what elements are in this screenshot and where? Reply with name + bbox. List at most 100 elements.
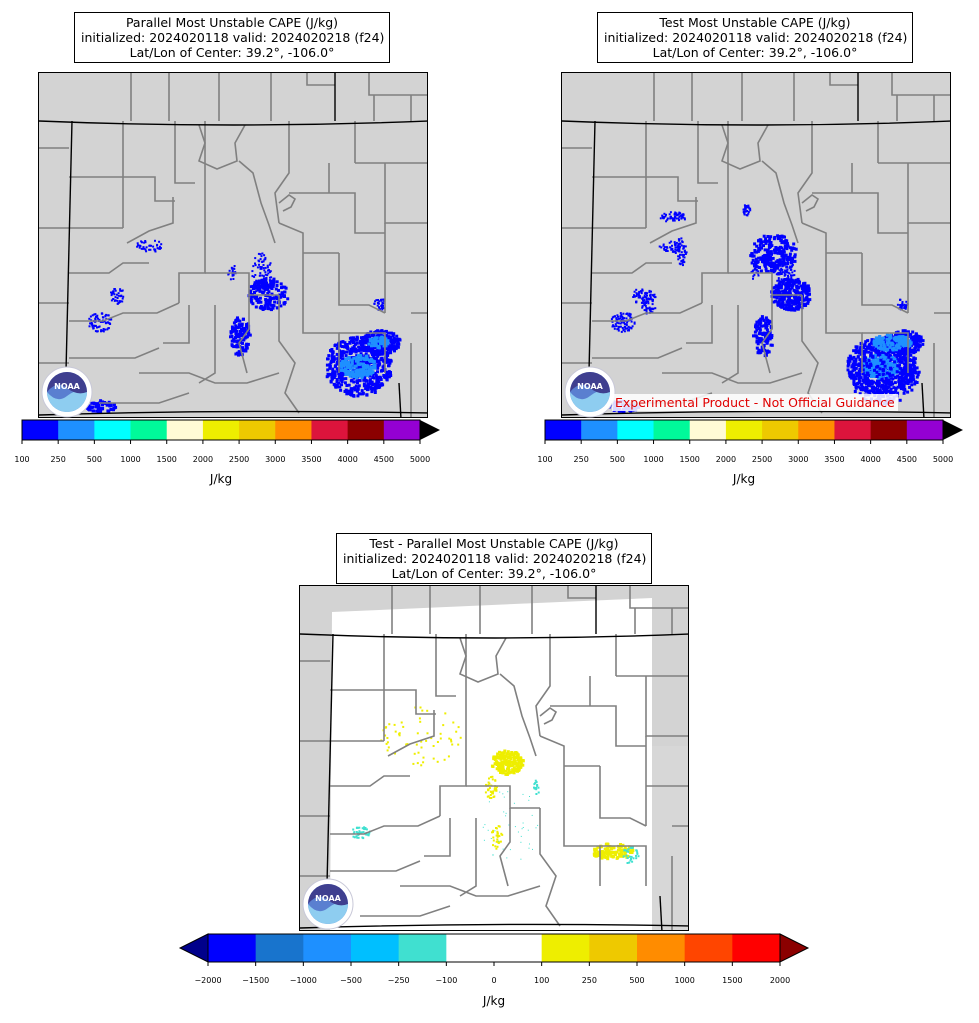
map-diff xyxy=(299,585,689,931)
colorbar-segment xyxy=(689,420,727,440)
colorbar-segment xyxy=(239,420,276,440)
colorbar-tick-label: −100 xyxy=(435,976,458,985)
county-boundaries xyxy=(39,73,427,417)
colorbar-segment xyxy=(617,420,655,440)
colorbar-tick-label: 100 xyxy=(14,455,30,464)
county-boundaries xyxy=(300,586,688,930)
state-boundaries xyxy=(39,73,427,417)
colorbar-tick-label: 500 xyxy=(629,976,645,985)
colorbar-segment xyxy=(581,420,618,440)
colorbar-tick-label: 250 xyxy=(581,976,597,985)
colorbar-segment xyxy=(637,934,686,962)
colorbar-segment xyxy=(58,420,95,440)
colorbar-tick-label: 1500 xyxy=(722,976,743,985)
colorbar-tick-label: 4500 xyxy=(896,455,917,464)
colorbar-segment xyxy=(798,420,835,440)
colorbar-tick-label: 5000 xyxy=(932,455,954,464)
title-line: Lat/Lon of Center: 39.2°, -106.0° xyxy=(129,45,335,60)
colorbar-tick-label: −500 xyxy=(340,976,362,985)
colorbar-tick-label: 2000 xyxy=(192,455,214,464)
colorbar-segment xyxy=(275,420,312,440)
field-layer xyxy=(607,204,925,414)
colorbar-tick-label: 3500 xyxy=(301,455,322,464)
title-line: Test - Parallel Most Unstable CAPE (J/kg… xyxy=(369,536,619,551)
colorbar-segment xyxy=(202,420,240,440)
colorbar-segment xyxy=(94,420,132,440)
colorbar-extend-arrow xyxy=(420,420,440,440)
colorbar-segment xyxy=(870,420,908,440)
colorbar-segment xyxy=(347,420,385,440)
colorbar-tick-label: 1500 xyxy=(156,455,177,464)
colorbar-units-label: J/kg xyxy=(732,472,756,486)
colorbar-tick-label: 250 xyxy=(50,455,66,464)
colorbar-tick-label: 5000 xyxy=(409,455,431,464)
colorbar-units-label: J/kg xyxy=(482,994,506,1008)
colorbar-segment xyxy=(589,934,638,962)
cape-colorbar-test: 100 250 500 1000 1500 2000 2500 3000 3500 4000 450… xyxy=(537,419,965,486)
state-boundaries xyxy=(562,73,950,417)
colorbar-segment xyxy=(130,420,168,440)
colorbar-extend-arrow xyxy=(943,420,963,440)
colorbar-tick-label: 500 xyxy=(609,455,625,464)
colorbar-tick-label: 4500 xyxy=(373,455,394,464)
colorbar-tick-label: 100 xyxy=(537,455,553,464)
title-line: initialized: 2024020118 valid: 202402021… xyxy=(604,30,908,45)
colorbar-segment xyxy=(732,934,781,962)
colorbar-tick-label: 4000 xyxy=(860,455,881,464)
colorbar-segment xyxy=(762,420,799,440)
title-line: initialized: 2024020118 valid: 202402021… xyxy=(343,551,647,566)
svg-text:NOAA: NOAA xyxy=(577,382,603,391)
colorbar-segment xyxy=(494,934,543,962)
colorbar-tick-label: 3000 xyxy=(788,455,809,464)
colorbar-segment xyxy=(383,420,421,440)
colorbar-segment xyxy=(725,420,763,440)
colorbar-tick-label: −250 xyxy=(387,976,410,985)
disclaimer-text: Experimental Product - Not Official Guid… xyxy=(612,394,898,411)
colorbar-tick-label: 1500 xyxy=(679,455,700,464)
colorbar-tick-label: 3000 xyxy=(265,455,286,464)
colorbar-tick-label: 2000 xyxy=(715,455,737,464)
title-line: Test Most Unstable CAPE (J/kg) xyxy=(659,15,851,30)
colorbar-segment xyxy=(166,420,204,440)
colorbar-segment xyxy=(541,934,590,962)
state-boundaries xyxy=(300,586,688,930)
panel-title-test: Test Most Unstable CAPE (J/kg) initializ… xyxy=(597,12,913,63)
colorbar-segment xyxy=(684,934,733,962)
colorbar-tick-label: −1500 xyxy=(242,976,270,985)
diff-colorbar: −2000 −1500 −1000 −500 −250 −100 0 100 250 500 100… xyxy=(178,933,810,1008)
colorbar-tick-label: 2500 xyxy=(751,455,773,464)
colorbar-segment xyxy=(653,420,691,440)
colorbar-tick-label: 500 xyxy=(86,455,102,464)
title-line: Lat/Lon of Center: 39.2°, -106.0° xyxy=(652,45,858,60)
panel-title-parallel: Parallel Most Unstable CAPE (J/kg) initi… xyxy=(74,12,390,63)
noaa-logo: NOAA xyxy=(564,366,616,418)
svg-text:NOAA: NOAA xyxy=(54,382,80,391)
svg-text:NOAA: NOAA xyxy=(315,894,341,903)
colorbar-extend-high-arrow xyxy=(779,933,810,963)
title-line: Lat/Lon of Center: 39.2°, -106.0° xyxy=(391,566,597,581)
colorbar-segment xyxy=(834,420,872,440)
colorbar-segment xyxy=(398,934,447,962)
colorbar-extend-low-arrow xyxy=(178,933,209,963)
colorbar-segment xyxy=(351,934,400,962)
colorbar-tick-label: 1000 xyxy=(643,455,664,464)
colorbar-tick-label: 250 xyxy=(573,455,589,464)
colorbar-segment xyxy=(545,420,582,440)
title-line: initialized: 2024020118 valid: 202402021… xyxy=(81,30,385,45)
noaa-logo: NOAA xyxy=(41,366,93,418)
colorbar-segment xyxy=(446,934,495,962)
colorbar-tick-label: 2500 xyxy=(228,455,250,464)
map-parallel xyxy=(38,72,428,418)
colorbar-tick-label: 1000 xyxy=(120,455,141,464)
colorbar-segment xyxy=(208,934,257,962)
colorbar-tick-label: 3500 xyxy=(824,455,845,464)
colorbar-units-label: J/kg xyxy=(209,472,233,486)
colorbar-tick-label: −2000 xyxy=(194,976,222,985)
colorbar-tick-label: −1000 xyxy=(289,976,317,985)
colorbar-segment xyxy=(22,420,59,440)
panel-title-diff: Test - Parallel Most Unstable CAPE (J/kg… xyxy=(336,533,652,584)
colorbar-segment xyxy=(303,934,352,962)
cape-colorbar-parallel: 100 250 500 1000 1500 2000 2500 3000 3500 4000 450… xyxy=(14,419,442,486)
colorbar-segment xyxy=(255,934,304,962)
colorbar-segment xyxy=(311,420,349,440)
